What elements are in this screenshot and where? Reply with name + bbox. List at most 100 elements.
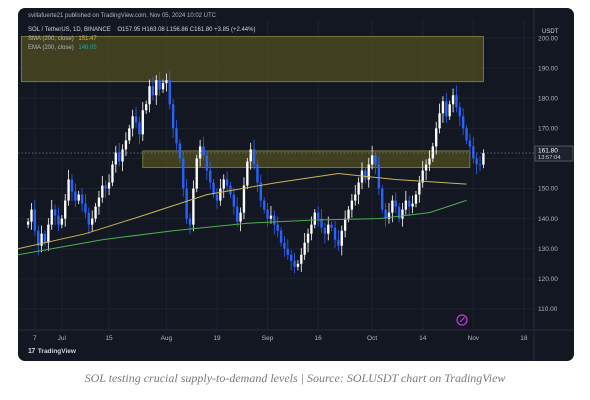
candle-body bbox=[357, 182, 360, 195]
candle-body bbox=[354, 194, 357, 201]
chart-panel: 110.00120.00130.00140.00150.00160.00170.… bbox=[18, 8, 574, 361]
candle-body bbox=[303, 242, 306, 255]
candle-body bbox=[273, 215, 276, 225]
candle-body bbox=[323, 227, 327, 234]
candle-body bbox=[57, 215, 60, 225]
y-tick-label: 190.00 bbox=[538, 65, 558, 72]
x-tick-label: 18 bbox=[520, 335, 528, 342]
candle-body bbox=[411, 203, 414, 207]
candle-body bbox=[67, 179, 70, 201]
candle-body bbox=[391, 200, 394, 213]
sma-legend[interactable]: SMA (200, close) 151.47 bbox=[28, 36, 97, 42]
candle-body bbox=[229, 185, 232, 195]
candle-body bbox=[370, 155, 374, 165]
ema-line bbox=[18, 199, 467, 256]
y-tick-label: 130.00 bbox=[538, 246, 558, 253]
candle-body bbox=[431, 146, 435, 159]
y-tick-label: 120.00 bbox=[538, 276, 558, 283]
ema-label: EMA (200, close) bbox=[28, 45, 74, 51]
candle-body bbox=[310, 224, 313, 234]
candle-body bbox=[360, 170, 364, 183]
candle-body bbox=[441, 101, 445, 114]
candle-body bbox=[340, 230, 343, 246]
candle-body bbox=[242, 185, 246, 213]
candle-body bbox=[337, 239, 340, 246]
candle-body bbox=[316, 212, 320, 219]
supply-zone bbox=[20, 36, 484, 83]
candle-body bbox=[404, 200, 408, 210]
candle-body bbox=[367, 164, 370, 180]
candle-body bbox=[97, 197, 101, 207]
symbol-line: SOL / TetherUS, 1D, BINANCE O157.95 H163… bbox=[28, 27, 255, 33]
candle-body bbox=[198, 146, 202, 159]
candle-body bbox=[448, 104, 451, 117]
candle-body bbox=[300, 254, 303, 264]
x-tick-label: Nov bbox=[468, 335, 480, 342]
candle-body bbox=[161, 83, 165, 90]
x-tick-label: 16 bbox=[315, 335, 323, 342]
x-tick-label: Sep bbox=[262, 335, 274, 342]
ema-legend[interactable]: EMA (200, close) 146.05 bbox=[28, 45, 97, 51]
symbol-title: SOL / TetherUS, 1D, BINANCE bbox=[28, 27, 111, 33]
candle-body bbox=[91, 218, 94, 225]
tradingview-wordmark: TradingView bbox=[37, 348, 76, 355]
y-tick-label: 140.00 bbox=[538, 216, 558, 223]
candle-body bbox=[239, 212, 242, 222]
candle-body bbox=[134, 116, 138, 123]
x-tick-label: 14 bbox=[419, 335, 427, 342]
candle-body bbox=[364, 170, 367, 180]
tradingview-logo: 17 TradingView bbox=[28, 348, 76, 355]
candle-body bbox=[114, 152, 117, 165]
y-tick-label: 150.00 bbox=[538, 186, 558, 193]
candle-body bbox=[347, 209, 350, 219]
candle-body bbox=[225, 179, 229, 186]
candle-body bbox=[343, 218, 347, 231]
candle-body bbox=[131, 116, 134, 129]
candle-body bbox=[438, 113, 441, 129]
candle-body bbox=[350, 200, 354, 210]
candle-body bbox=[219, 188, 222, 201]
candle-body bbox=[138, 122, 141, 135]
candle-body bbox=[107, 182, 111, 189]
candle-body bbox=[33, 209, 37, 231]
candle-body bbox=[104, 185, 107, 189]
candle-body bbox=[60, 218, 64, 225]
candle-body bbox=[77, 194, 80, 201]
candle-body bbox=[168, 80, 171, 105]
candle-body bbox=[124, 140, 128, 150]
candle-body bbox=[117, 152, 121, 162]
candle-body bbox=[401, 209, 404, 219]
candle-body bbox=[202, 146, 205, 156]
candle-body bbox=[289, 254, 293, 261]
candle-body bbox=[320, 218, 323, 228]
candle-body bbox=[461, 116, 465, 129]
candle-body bbox=[468, 140, 472, 147]
candle-body bbox=[94, 206, 97, 219]
candle-body bbox=[128, 128, 131, 141]
candle-body bbox=[414, 194, 418, 204]
candle-body bbox=[296, 263, 300, 267]
last-price-label: 161.80 bbox=[538, 148, 558, 155]
tradingview-mark-icon: 17 bbox=[28, 348, 35, 355]
candle-body bbox=[188, 218, 192, 225]
demand-zone bbox=[142, 150, 471, 168]
candle-body bbox=[387, 212, 391, 219]
candle-body bbox=[283, 242, 286, 249]
candle-body bbox=[313, 212, 316, 225]
candle-body bbox=[384, 209, 387, 219]
candle-body bbox=[175, 128, 178, 144]
event-marker-icon[interactable] bbox=[456, 314, 468, 326]
candle-body bbox=[74, 191, 77, 201]
usdt-label: USDT bbox=[542, 29, 559, 35]
candle-body bbox=[192, 188, 195, 225]
candle-body bbox=[121, 149, 124, 162]
price-chart[interactable]: 110.00120.00130.00140.00150.00160.00170.… bbox=[18, 8, 574, 361]
candle-body bbox=[43, 233, 47, 243]
candle-body bbox=[394, 200, 397, 207]
candle-body bbox=[286, 248, 289, 255]
candle-body bbox=[185, 188, 188, 219]
countdown-label: 13:57:04 bbox=[538, 155, 561, 161]
x-tick-label: Oct bbox=[367, 335, 377, 342]
candle-body bbox=[381, 188, 384, 210]
candle-body bbox=[252, 149, 256, 165]
